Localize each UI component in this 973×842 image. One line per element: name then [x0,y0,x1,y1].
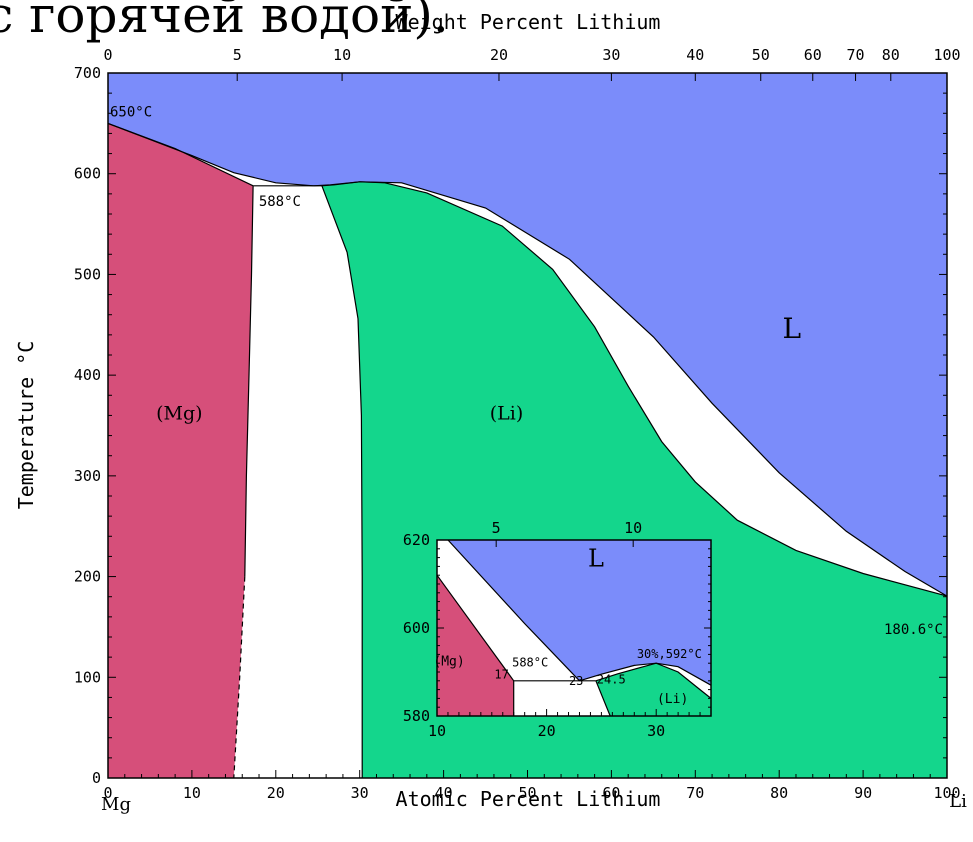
region-label: (Li) [490,402,524,424]
point-label: 180.6°C [884,622,943,638]
x2-tick-label: 70 [847,46,865,64]
x2-tick-label: 5 [233,46,242,64]
x-tick-label: 80 [770,784,788,802]
x-tick-label: 10 [183,784,201,802]
x2-tick-label: 40 [686,46,704,64]
x-tick-label: 90 [854,784,872,802]
x-tick-label: 60 [602,784,620,802]
li-solidus-line [321,181,948,597]
inset-annotation: 23 [569,674,583,688]
inset-y-tick-label: 580 [403,707,430,725]
inset-x-tick-label: 30 [647,722,665,740]
region-label: L [782,312,801,345]
y-axis-title: Temperature °C [14,341,38,510]
inset-mg-solution-region [437,575,514,716]
inset-x2-tick-label: 10 [624,519,642,537]
inset-regions [437,540,711,716]
main-point-labels: 650°C 588°C 180.6°C [110,104,943,638]
x2-tick-label: 50 [752,46,770,64]
x-tick-label: 50 [518,784,536,802]
x-tick-label: 40 [435,784,453,802]
x2-tick-label: 100 [933,46,960,64]
li-solvus-line [321,185,363,778]
inset-li-solution-region [595,663,711,716]
point-label: 650°C [110,104,152,120]
inset-annotations: 17 588°C 23 24.5 30%,592°C [494,647,701,688]
x2-tick-label: 30 [602,46,620,64]
x-tick-labels: 0 10 20 30 40 50 60 70 80 90 100 [103,784,960,802]
y-tick-label: 600 [74,165,101,183]
inset-annotation: 588°C [512,656,548,670]
inset-phase-boundaries [436,539,712,717]
x-tick-label: 0 [103,784,112,802]
x2-tick-label: 20 [490,46,508,64]
point-label: 588°C [259,194,301,210]
inset-region-labels: L (Mg) (Li) [433,544,688,706]
left-element-label: Mg [101,794,131,815]
inset-x-tick-label: 10 [428,722,446,740]
main-phase-boundaries [107,122,948,779]
mg-li-two-phase-region [233,185,363,779]
inset-li-liquidus-line [579,662,712,686]
inset-region-label: L [588,544,604,572]
liquid-region [108,73,947,597]
inset-annotation: 30%,592°C [637,647,702,661]
y-tick-label: 100 [74,668,101,686]
inset-annotation: 17 [494,668,508,682]
inset-region-label: (Mg) [433,654,464,669]
inset-li-solidus-line [595,662,712,699]
x-tick-label: 70 [686,784,704,802]
inset-x2-tick-labels: 5 10 [492,519,643,537]
x2-axis-title: Weight Percent Lithium [396,10,661,34]
inset-region-label: (Li) [657,692,688,707]
inset-tick-marks [436,539,712,717]
x2-tick-label: 0 [103,46,112,64]
x2-tick-labels: 0 5 10 20 30 40 50 60 70 80 100 [103,46,960,64]
main-region-labels: L (Mg) (Li) [156,312,801,425]
inset-annotation: 24.5 [597,672,626,686]
mg-solvus-dashed-line [233,576,246,779]
mg-solution-region [108,123,254,778]
x-tick-label: 20 [267,784,285,802]
inset-y-tick-labels: 580 600 620 [403,531,430,725]
inset-x-tick-labels: 10 20 30 [428,722,665,740]
y-tick-label: 0 [92,769,101,787]
inset-mg-liquidus-line [447,539,580,682]
y-tick-label: 700 [74,64,101,82]
inset-liquid-region [447,540,711,686]
main-tick-marks [107,72,948,779]
x2-tick-label: 60 [804,46,822,64]
y-tick-label: 300 [74,467,101,485]
right-element-label: Li [949,791,967,812]
x-axis-title: Atomic Percent Lithium [396,787,661,811]
inset-y-tick-label: 600 [403,619,430,637]
y-tick-label: 500 [74,265,101,283]
inset-x2-tick-label: 5 [492,519,501,537]
x2-tick-label: 80 [882,46,900,64]
y-tick-labels: 0 100 200 300 400 500 600 700 [74,64,101,787]
inset-y-tick-label: 620 [403,531,430,549]
inset-x-tick-label: 20 [538,722,556,740]
header-text: у с горячей водой). [0,0,449,44]
y-tick-label: 400 [74,366,101,384]
x-tick-label: 100 [933,784,960,802]
x-tick-label: 30 [351,784,369,802]
mg-solvus-line [244,185,254,577]
region-label: (Mg) [156,402,202,424]
inset-plot: 10 20 30 5 10 580 600 620 L (Mg) (Li) 17 588°C 23… [403,519,712,740]
x2-tick-label: 10 [333,46,351,64]
y-tick-label: 200 [74,568,101,586]
inset-li-solvus-line [595,680,611,717]
inset-mg-solidus-line [436,574,515,682]
mg-solidus-line [107,122,254,187]
